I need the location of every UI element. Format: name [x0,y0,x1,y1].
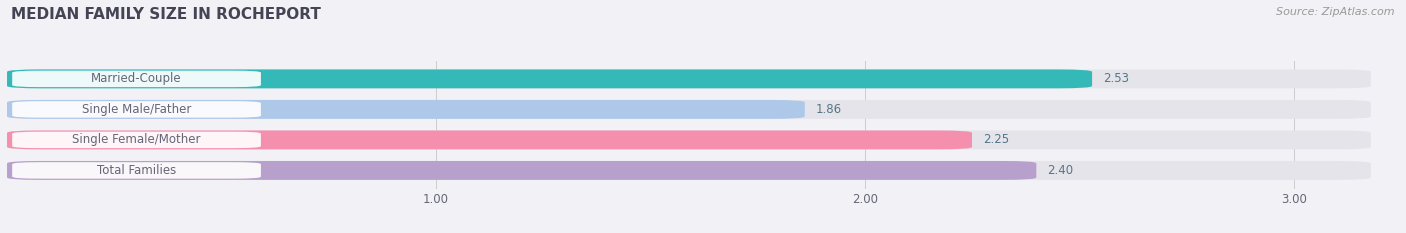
FancyBboxPatch shape [7,130,972,149]
Text: MEDIAN FAMILY SIZE IN ROCHEPORT: MEDIAN FAMILY SIZE IN ROCHEPORT [11,7,321,22]
Text: Married-Couple: Married-Couple [91,72,181,85]
FancyBboxPatch shape [7,69,1092,88]
FancyBboxPatch shape [7,130,1371,149]
Text: 2.53: 2.53 [1102,72,1129,85]
FancyBboxPatch shape [7,161,1036,180]
FancyBboxPatch shape [7,100,804,119]
FancyBboxPatch shape [7,161,1371,180]
Text: 2.25: 2.25 [983,134,1010,146]
Text: 2.40: 2.40 [1047,164,1073,177]
Text: Single Male/Father: Single Male/Father [82,103,191,116]
Text: Single Female/Mother: Single Female/Mother [72,134,201,146]
FancyBboxPatch shape [7,100,1371,119]
FancyBboxPatch shape [13,101,262,118]
Text: Total Families: Total Families [97,164,176,177]
Text: Source: ZipAtlas.com: Source: ZipAtlas.com [1277,7,1395,17]
Text: 1.86: 1.86 [815,103,842,116]
FancyBboxPatch shape [7,69,1371,88]
FancyBboxPatch shape [13,162,262,179]
FancyBboxPatch shape [13,132,262,148]
FancyBboxPatch shape [13,71,262,87]
